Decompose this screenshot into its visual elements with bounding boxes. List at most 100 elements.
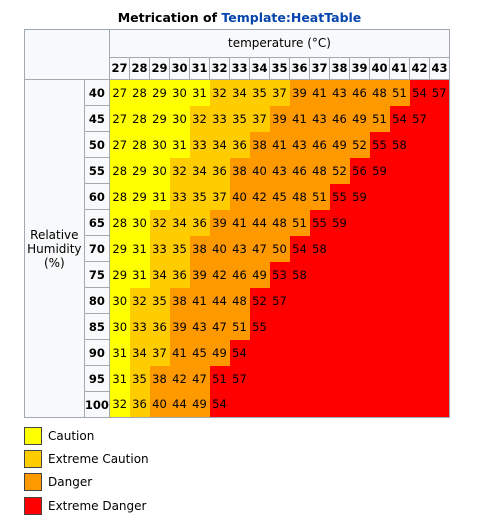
heat-index-cell: 41 — [189, 287, 210, 314]
heat-index-cell: 39 — [169, 313, 190, 340]
heat-index-cell — [289, 339, 310, 366]
heat-index-cell — [349, 339, 370, 366]
heat-index-cell: 33 — [129, 313, 150, 340]
table-row: 80 30 32 35 38 41 44 48 52 57 — [25, 287, 450, 314]
heat-index-cell — [369, 313, 390, 340]
heat-index-cell — [409, 287, 430, 314]
heat-index-cell: 35 — [149, 287, 170, 314]
temperature-column-header: 36 — [289, 56, 310, 81]
heat-index-cell: 54 — [389, 105, 410, 132]
heat-index-cell: 54 — [229, 339, 250, 366]
heat-index-cell: 51 — [369, 105, 390, 132]
heat-index-cell: 48 — [289, 183, 310, 210]
humidity-row-header: 45 — [83, 105, 111, 132]
heat-index-cell: 52 — [249, 287, 270, 314]
heat-index-cell — [289, 365, 310, 392]
temperature-column-header: 35 — [269, 56, 290, 81]
heat-index-cell — [409, 261, 430, 288]
humidity-row-header: 85 — [83, 313, 111, 340]
heat-index-cell: 35 — [229, 105, 250, 132]
heat-index-cell — [369, 365, 390, 392]
heat-index-cell: 34 — [129, 339, 150, 366]
heat-index-cell: 38 — [249, 131, 270, 158]
table-row: Relative Humidity (%) 40 27 28 29 30 31 32 34 35 37 3… — [24, 79, 450, 418]
heat-index-cell — [389, 261, 410, 288]
heat-index-cell: 40 — [229, 183, 250, 210]
template-link[interactable]: Template:HeatTable — [221, 10, 362, 25]
heat-index-cell — [389, 209, 410, 236]
legend-label: Extreme Caution — [48, 451, 149, 466]
temperature-column-header: 31 — [189, 56, 210, 81]
humidity-row-header: 100 — [83, 391, 111, 418]
heat-index-cell — [429, 313, 450, 340]
heat-index-cell: 54 — [289, 235, 310, 262]
heat-index-cell — [309, 261, 330, 288]
heat-index-cell: 28 — [109, 183, 130, 210]
temperature-column-header: 37 — [309, 56, 330, 81]
legend-item: Extreme Caution — [24, 447, 149, 470]
heat-index-cell: 34 — [149, 261, 170, 288]
heat-index-cell: 29 — [149, 79, 170, 106]
heat-index-cell: 46 — [309, 131, 330, 158]
temperature-column-header: 34 — [249, 56, 270, 81]
heat-index-cell: 43 — [269, 157, 290, 184]
heat-index-cell: 28 — [129, 79, 150, 106]
heat-index-cell: 51 — [389, 79, 410, 106]
heat-index-cell — [409, 235, 430, 262]
heat-index-cell — [329, 235, 350, 262]
heat-index-cell: 31 — [169, 131, 190, 158]
heat-index-cell: 45 — [269, 183, 290, 210]
heat-index-cell: 59 — [329, 209, 350, 236]
heat-index-cell: 55 — [329, 183, 350, 210]
heat-index-cell: 36 — [229, 131, 250, 158]
heat-index-cell: 35 — [129, 365, 150, 392]
heat-index-cell: 51 — [309, 183, 330, 210]
heat-index-cell — [429, 365, 450, 392]
heat-index-cell: 27 — [109, 105, 130, 132]
heat-index-cell — [409, 183, 430, 210]
heat-index-cell — [409, 313, 430, 340]
heat-index-cell: 41 — [269, 131, 290, 158]
heat-index-cell — [369, 339, 390, 366]
heat-index-cell: 35 — [189, 183, 210, 210]
heat-index-cell — [309, 339, 330, 366]
heat-index-cell — [289, 287, 310, 314]
heat-index-cell: 32 — [189, 105, 210, 132]
heat-index-cell — [409, 209, 430, 236]
heat-index-cell — [429, 131, 450, 158]
heat-index-cell: 58 — [309, 235, 330, 262]
heat-index-cell: 35 — [249, 79, 270, 106]
legend: Caution Extreme Caution Danger Extreme Dang… — [24, 424, 149, 517]
heat-index-cell: 47 — [249, 235, 270, 262]
heat-index-cell: 40 — [209, 235, 230, 262]
heat-table: temperature (°C) 27 28 29 30 31 32 33 34 35 36 37 3… — [24, 29, 450, 418]
heat-index-cell: 36 — [129, 391, 150, 418]
legend-swatch — [24, 426, 42, 445]
heat-index-cell — [369, 391, 390, 418]
temperature-column-header: 33 — [229, 56, 250, 81]
heat-index-cell: 39 — [209, 209, 230, 236]
heat-index-cell: 56 — [349, 157, 370, 184]
heat-index-cell — [389, 339, 410, 366]
heat-index-cell: 29 — [109, 261, 130, 288]
heat-index-cell — [409, 157, 430, 184]
heat-index-cell: 29 — [149, 105, 170, 132]
humidity-row-header: 40 — [83, 79, 111, 106]
heat-index-cell: 40 — [249, 157, 270, 184]
humidity-row-header: 70 — [83, 235, 111, 262]
table-row: 95 31 35 38 42 47 51 57 — [25, 365, 450, 392]
humidity-row-header: 65 — [83, 209, 111, 236]
heat-index-cell: 53 — [269, 261, 290, 288]
heat-index-cell: 31 — [109, 339, 130, 366]
heat-index-cell: 37 — [149, 339, 170, 366]
heat-index-cell — [349, 235, 370, 262]
heat-index-cell — [369, 261, 390, 288]
heat-index-cell: 58 — [289, 261, 310, 288]
legend-label: Extreme Danger — [48, 498, 147, 513]
heat-index-cell — [329, 391, 350, 418]
heat-index-cell — [389, 183, 410, 210]
heat-index-cell: 32 — [149, 209, 170, 236]
heat-index-cell — [409, 365, 430, 392]
heat-index-cell — [269, 339, 290, 366]
heat-index-cell — [369, 235, 390, 262]
